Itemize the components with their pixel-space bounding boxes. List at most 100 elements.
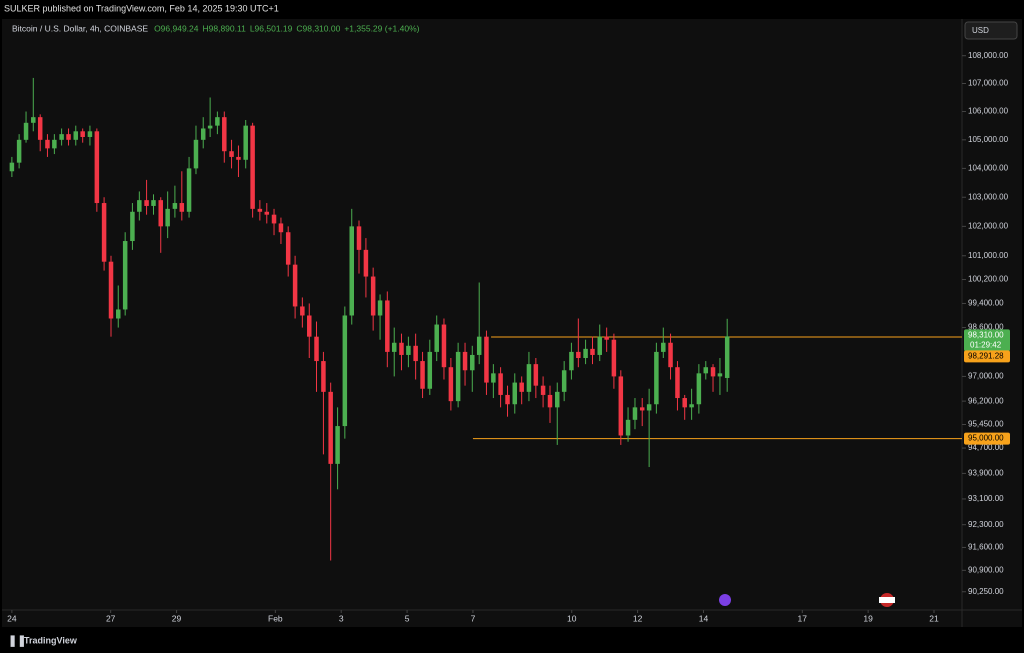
ohlc-value: O96,949.24 <box>154 23 199 33</box>
y-tick-label: 95,450.00 <box>968 420 1004 429</box>
ohlc-value: +1,355.29 (+1.40%) <box>344 23 419 33</box>
candle-body <box>264 211 270 215</box>
y-tick-label: 107,000.00 <box>968 79 1009 88</box>
candle-body <box>448 367 454 402</box>
candle-body <box>370 276 376 316</box>
candle-body <box>455 351 461 402</box>
candle-body <box>703 367 709 374</box>
candle-body <box>391 342 397 352</box>
level-label: 95,000.00 <box>968 434 1004 443</box>
candle-body <box>618 376 624 436</box>
level-box <box>964 350 1010 363</box>
candle-body <box>165 208 170 227</box>
candle-body <box>108 261 114 319</box>
y-tick-label: 90,250.00 <box>968 587 1004 596</box>
candle-body <box>200 128 206 140</box>
candle-body <box>342 315 348 427</box>
y-tick-label: 105,000.00 <box>968 135 1009 144</box>
candle-body <box>144 200 149 206</box>
candle-body <box>73 131 79 140</box>
candle-body <box>462 351 468 371</box>
candle-body <box>314 336 319 362</box>
candle-body <box>526 364 532 392</box>
y-tick-label: 93,100.00 <box>968 494 1004 503</box>
candle-body <box>328 391 333 464</box>
y-tick-label: 106,000.00 <box>968 107 1009 116</box>
candle-body <box>406 345 411 355</box>
countdown: 01:29:42 <box>970 340 1002 349</box>
candle-body <box>52 139 57 149</box>
candle-body <box>399 342 404 355</box>
last-price-label: 98,310.00 <box>968 330 1004 339</box>
y-tick-label: 100,200.00 <box>968 275 1009 284</box>
currency-button[interactable] <box>964 21 1018 40</box>
x-tick-label: 19 <box>863 613 873 623</box>
candle-body <box>66 134 71 140</box>
event-icon[interactable] <box>719 594 731 606</box>
candle-body <box>661 342 666 352</box>
candle-body <box>236 156 241 160</box>
candle-body <box>45 139 50 149</box>
x-tick-label: 21 <box>929 613 939 623</box>
candle-body <box>470 354 475 371</box>
candle-body <box>207 125 213 129</box>
candle-body <box>292 264 298 307</box>
candle-body <box>540 385 546 395</box>
candle-body <box>717 373 723 377</box>
symbol-title: Bitcoin / U.S. Dollar, 4h, COINBASE <box>12 23 148 33</box>
candle-body <box>625 419 631 436</box>
candle-body <box>654 351 659 405</box>
candle-body <box>179 203 185 212</box>
x-tick-label: 27 <box>106 613 116 623</box>
x-tick-label: 17 <box>798 613 808 623</box>
y-tick-label: 94,700.00 <box>968 443 1004 452</box>
candle-body <box>434 324 439 352</box>
candle-body <box>597 336 602 355</box>
candle-body <box>215 117 220 126</box>
candle-body <box>37 117 43 140</box>
candle-body <box>646 404 652 411</box>
event-icon[interactable] <box>879 597 895 603</box>
candle-body <box>724 336 730 378</box>
y-tick-label: 92,300.00 <box>968 520 1004 529</box>
y-tick-label: 108,000.00 <box>968 51 1009 60</box>
candle-body <box>250 125 255 209</box>
candle-body <box>101 203 107 262</box>
candle-body <box>675 367 680 399</box>
candle-body <box>427 351 433 389</box>
candle-body <box>130 211 135 242</box>
candle-body <box>420 361 425 389</box>
candle-body <box>611 339 617 377</box>
ohlc-value: H98,890.11 <box>203 23 247 33</box>
logo: ❚❚ <box>8 635 26 647</box>
x-tick-label: 24 <box>7 613 17 623</box>
x-tick-label: 3 <box>339 613 344 623</box>
candle-body <box>349 226 354 316</box>
candle-body <box>498 373 503 395</box>
candle-body <box>172 203 178 209</box>
price-axis <box>962 19 1022 627</box>
candle-body <box>243 125 248 160</box>
candle-body <box>229 151 234 157</box>
candle-body <box>639 407 645 411</box>
x-tick-label: Feb <box>268 613 283 623</box>
y-tick-label: 103,000.00 <box>968 192 1009 201</box>
candle-body <box>583 348 588 359</box>
currency[interactable]: USD <box>972 26 989 35</box>
y-tick-label: 97,000.00 <box>968 372 1004 381</box>
y-tick-label: 96,200.00 <box>968 396 1004 405</box>
y-tick-label: 91,600.00 <box>968 543 1004 552</box>
candle-body <box>413 345 418 362</box>
candle-body <box>385 300 390 352</box>
candle-body <box>94 131 100 204</box>
x-tick-label: 14 <box>699 613 709 623</box>
header: SULKER published on TradingView.com, Feb… <box>4 3 279 13</box>
x-tick-label: 29 <box>172 613 182 623</box>
level-box <box>964 432 1010 445</box>
candle-body <box>484 336 489 383</box>
candle-body <box>491 373 496 383</box>
candle-body <box>23 122 29 140</box>
candle-body <box>193 139 199 169</box>
candle-body <box>307 315 312 337</box>
